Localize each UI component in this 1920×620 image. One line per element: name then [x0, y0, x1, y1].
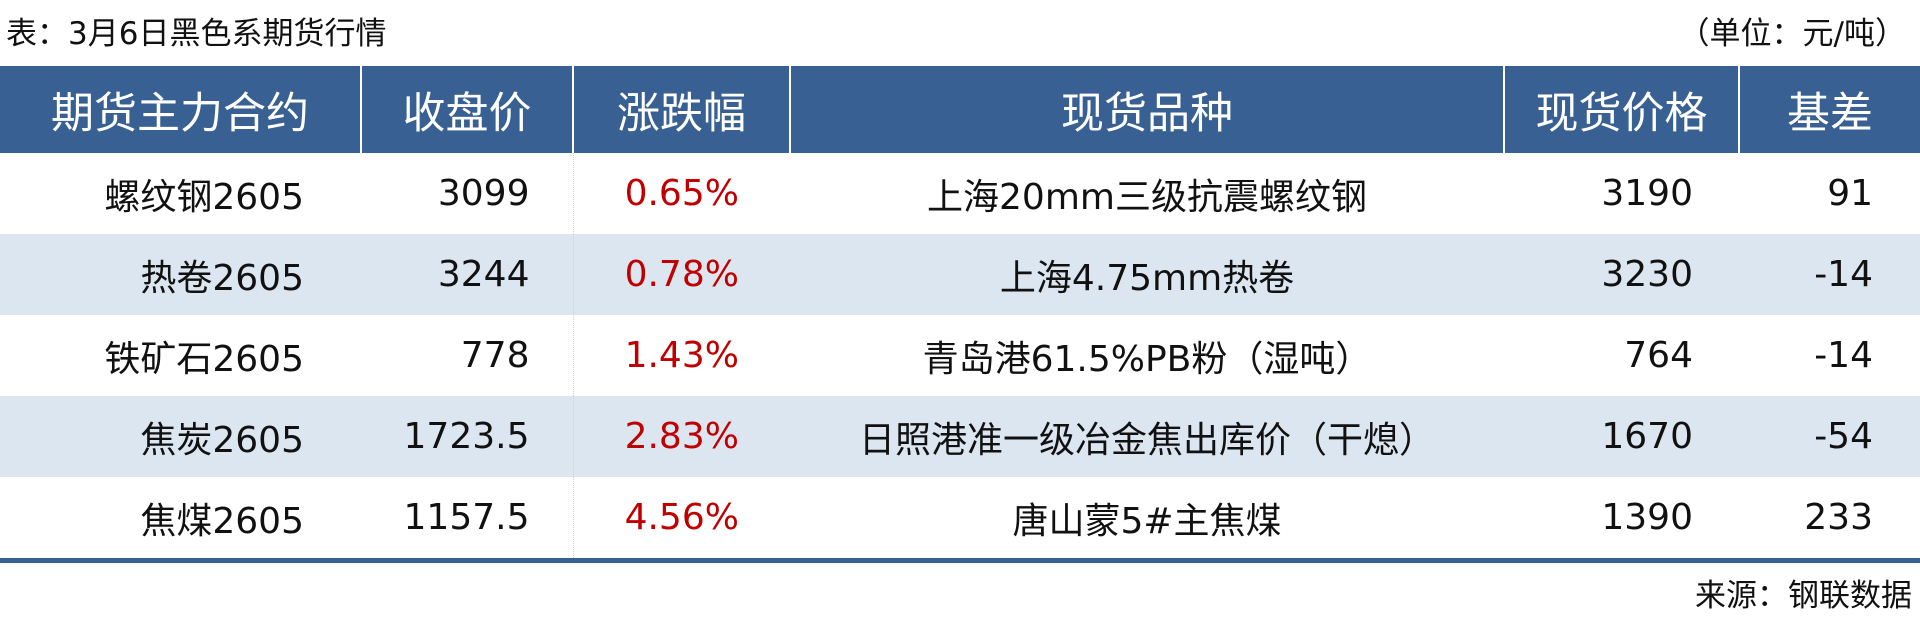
cell-spot: 唐山蒙5#主焦煤 [1012, 500, 1282, 542]
cell-basis: -14 [1814, 335, 1873, 376]
cell-contract: 热卷2605 [0, 234, 361, 315]
table-row: 焦炭2605 1723.5 2.83% 日照港准一级冶金焦出库价（干熄） 1670 -54 [0, 396, 1920, 477]
header-spot: 现货品种 [789, 66, 1504, 153]
table-row: 热卷2605 3244 0.78% 上海4.75mm热卷 3230 -14 [0, 234, 1920, 315]
bottom-rule [0, 558, 1920, 563]
cell-spot-price: 1390 [1601, 497, 1693, 538]
cell-close: 1157.5 [361, 477, 574, 558]
cell-contract: 焦煤2605 [140, 500, 304, 542]
header-basis: 基差 [1738, 66, 1920, 153]
cell-change: 1.43% [624, 335, 739, 376]
futures-table: 期货主力合约 收盘价 涨跌幅 现货品种 现货价格 基差 螺纹钢2605 3099 0… [0, 66, 1920, 558]
cell-change: 2.83% [573, 396, 790, 477]
cell-close: 3244 [361, 234, 574, 315]
cell-spot-price: 1670 [1504, 396, 1739, 477]
cell-contract: 螺纹钢2605 [104, 176, 304, 218]
header-row: 期货主力合约 收盘价 涨跌幅 现货品种 现货价格 基差 [0, 66, 1920, 153]
header-close: 收盘价 [360, 66, 573, 153]
table-title: 表：3月6日黑色系期货行情 [6, 16, 387, 52]
cell-spot: 上海20mm三级抗震螺纹钢 [927, 176, 1367, 218]
cell-close: 778 [361, 315, 574, 396]
cell-basis: 233 [1804, 497, 1873, 538]
cell-spot: 青岛港61.5%PB粉（湿吨） [922, 338, 1372, 380]
cell-spot-price: 764 [1624, 335, 1693, 376]
header-spot-price: 现货价格 [1503, 66, 1739, 153]
unit-label: （单位：元/吨） [1678, 16, 1906, 52]
cell-contract: 铁矿石2605 [104, 338, 304, 380]
cell-basis: -14 [1739, 234, 1920, 315]
table-row: 螺纹钢2605 3099 0.65% 上海20mm三级抗震螺纹钢 3190 91 [0, 153, 1920, 234]
cell-basis: 91 [1827, 173, 1873, 214]
cell-change: 0.78% [573, 234, 790, 315]
table-row: 铁矿石2605 778 1.43% 青岛港61.5%PB粉（湿吨） 764 -14 [0, 315, 1920, 396]
table-row: 焦煤2605 1157.5 4.56% 唐山蒙5#主焦煤 1390 233 [0, 477, 1920, 558]
source-note: 来源：钢联数据 [1695, 578, 1912, 614]
cell-change: 0.65% [624, 173, 739, 214]
cell-basis: -54 [1739, 396, 1920, 477]
cell-contract: 焦炭2605 [0, 396, 361, 477]
cell-close: 3099 [361, 153, 574, 234]
cell-change: 4.56% [624, 497, 739, 538]
cell-close: 1723.5 [361, 396, 574, 477]
cell-spot: 日照港准一级冶金焦出库价（干熄） [790, 396, 1504, 477]
cell-spot: 上海4.75mm热卷 [790, 234, 1504, 315]
cell-spot-price: 3190 [1601, 173, 1693, 214]
header-change: 涨跌幅 [572, 66, 790, 153]
cell-spot-price: 3230 [1504, 234, 1739, 315]
header-contract: 期货主力合约 [0, 66, 361, 153]
